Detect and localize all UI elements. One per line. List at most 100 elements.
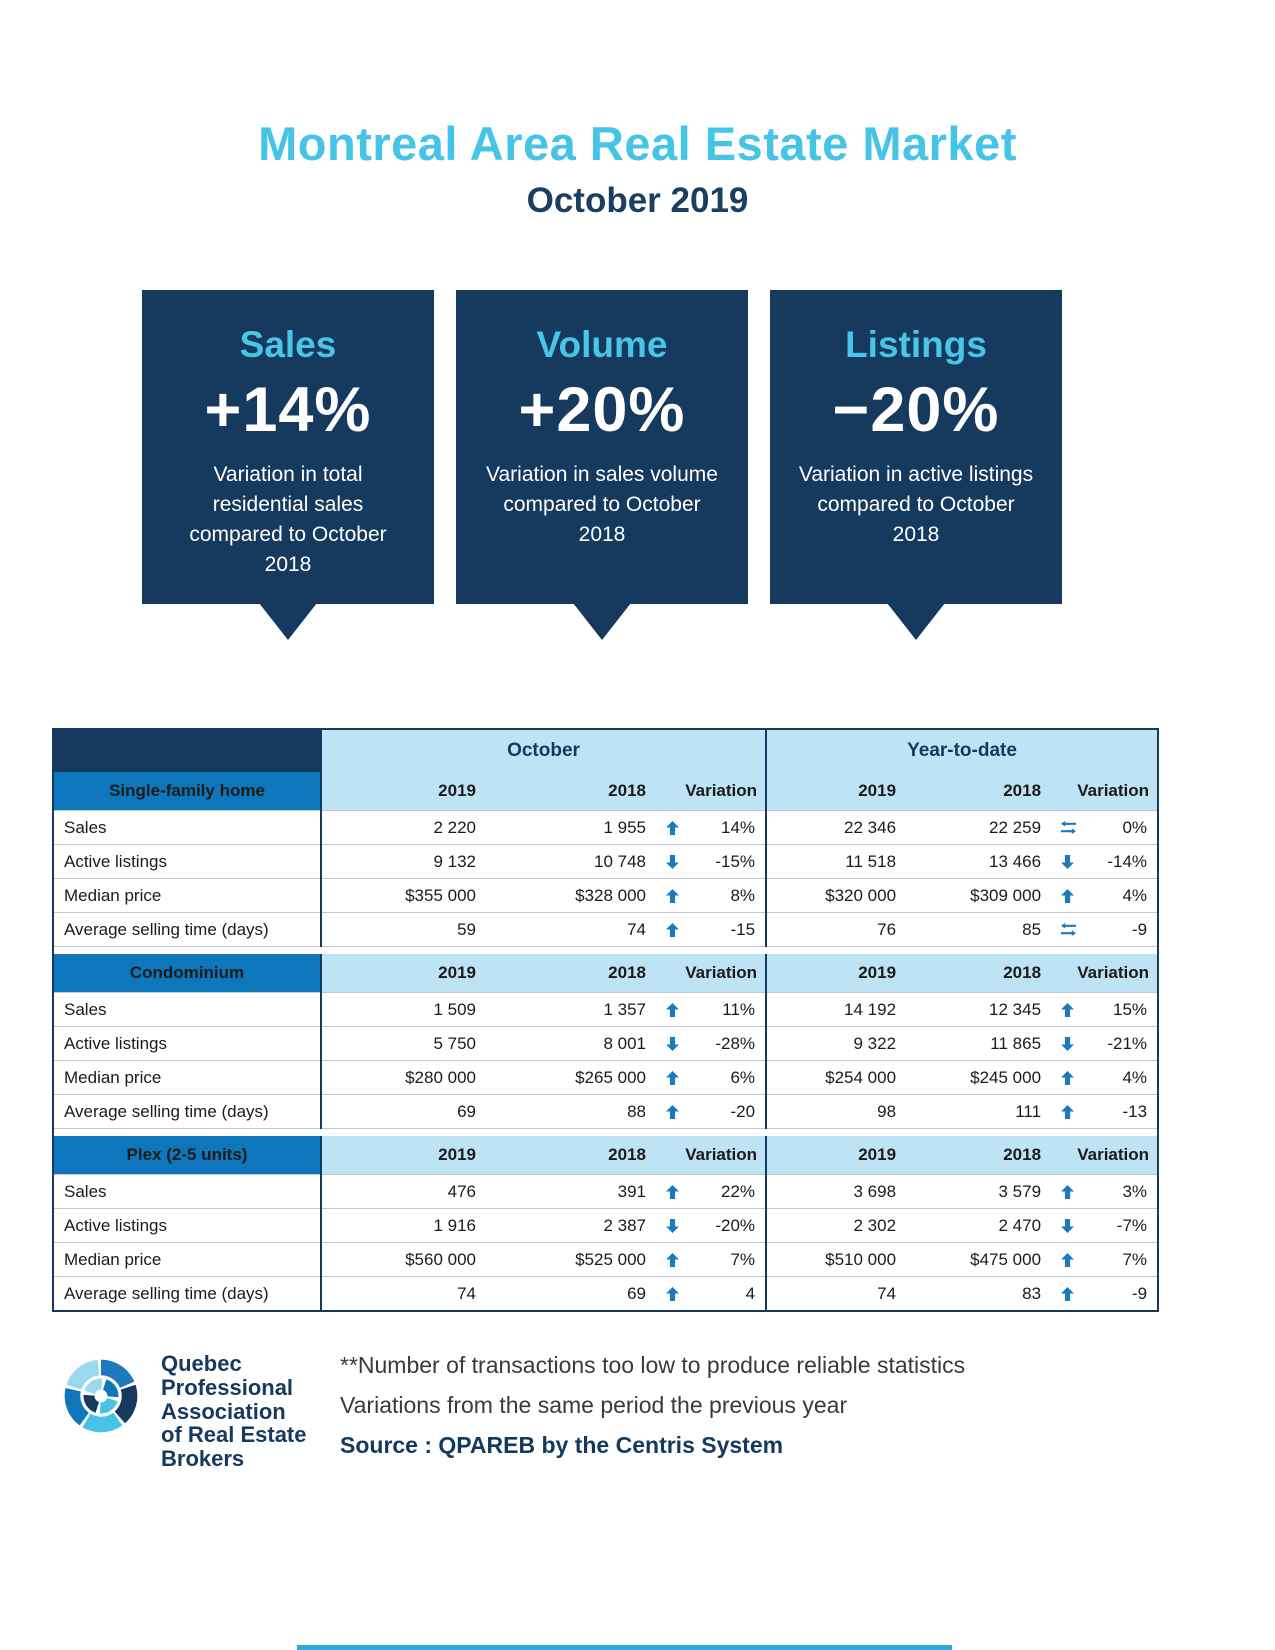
variation-value: -9: [1131, 919, 1148, 939]
value-2018: 11 865: [906, 1026, 1052, 1061]
value-2018: $245 000: [906, 1060, 1052, 1095]
row-label: Sales: [53, 992, 321, 1027]
variation-cell: -21%: [1051, 1026, 1159, 1061]
table-row: Median price $280 000 $265 000 6% $254 000 $2…: [53, 1060, 1159, 1095]
variation-cell: -15%: [656, 844, 767, 879]
variation-cell: -14%: [1051, 844, 1159, 879]
variation-value: 11%: [722, 999, 756, 1019]
variation-value: 15%: [1113, 999, 1148, 1019]
callout-sales: Sales +14% Variation in total residentia…: [142, 290, 434, 641]
value-2019: 59: [320, 912, 486, 947]
value-2018: 2 470: [906, 1208, 1052, 1243]
value-2018: $328 000: [486, 878, 656, 913]
value-2019: $560 000: [320, 1242, 486, 1277]
column-header-october-2019: 2019: [320, 772, 486, 811]
value-2019: $355 000: [320, 878, 486, 913]
table-row: Median price $355 000 $328 000 8% $320 000 $3…: [53, 878, 1159, 913]
value-2018: 83: [906, 1276, 1052, 1312]
up-arrow-icon: [1061, 1104, 1074, 1119]
group-header-year-to-date: Year-to-date: [765, 729, 1159, 772]
org-name-line: of Real Estate: [161, 1422, 307, 1448]
variation-cell: 7%: [1051, 1242, 1159, 1277]
value-2018: 3 579: [906, 1174, 1052, 1209]
page-footer: Quebec Professional Association of Real …: [55, 1350, 307, 1471]
column-header-ytd-2018: 2018: [906, 772, 1052, 811]
row-label: Median price: [53, 878, 321, 913]
section-header-row: Condominium 2019 2018 Variation 2019 2018 Vari…: [53, 954, 1159, 993]
org-name-line: Professional: [161, 1374, 294, 1400]
variation-value: -7%: [1116, 1215, 1148, 1235]
row-label: Average selling time (days): [53, 1276, 321, 1312]
variation-value: -20: [730, 1101, 756, 1121]
callout-volume: Volume +20% Variation in sales volume co…: [456, 290, 748, 641]
variation-cell: 4%: [1051, 878, 1159, 913]
value-2019: 98: [765, 1094, 907, 1129]
variation-cell: -15: [656, 912, 767, 947]
value-2018: 74: [486, 912, 656, 947]
variation-cell: 22%: [656, 1174, 767, 1209]
up-arrow-icon: [1061, 888, 1074, 903]
variation-value: 8%: [730, 885, 756, 905]
value-2019: 76: [765, 912, 907, 947]
section-title: Condominium: [53, 954, 321, 993]
page-header: Montreal Area Real Estate Market October…: [0, 0, 1275, 221]
value-2019: 14 192: [765, 992, 907, 1027]
section-header-row: Single-family home 2019 2018 Variation 2019 2…: [53, 772, 1159, 811]
variation-value: -21%: [1107, 1033, 1148, 1053]
down-arrow-icon: [666, 854, 679, 869]
group-header-october: October: [319, 729, 767, 772]
table-row: Average selling time (days) 59 74 -15 76 85 -9: [53, 912, 1159, 947]
up-arrow-icon: [666, 1002, 679, 1017]
variation-value: 0%: [1122, 817, 1148, 837]
table-row: Active listings 5 750 8 001 -28% 9 322 11 865…: [53, 1026, 1159, 1061]
page-subtitle: October 2019: [526, 181, 749, 220]
variation-cell: 14%: [656, 810, 767, 845]
value-2018: 391: [486, 1174, 656, 1209]
variation-cell: 6%: [656, 1060, 767, 1095]
value-2018: 22 259: [906, 810, 1052, 845]
page-title: Montreal Area Real Estate Market: [258, 117, 1017, 170]
variation-cell: -7%: [1051, 1208, 1159, 1243]
up-arrow-icon: [666, 820, 679, 835]
value-2018: 2 387: [486, 1208, 656, 1243]
value-2019: 74: [765, 1276, 907, 1312]
variation-cell: -20%: [656, 1208, 767, 1243]
callout-volume-value: +20%: [518, 375, 686, 445]
org-name-line: Quebec: [161, 1351, 242, 1376]
value-2019: 74: [320, 1276, 486, 1312]
up-arrow-icon: [666, 1070, 679, 1085]
variation-value: -14%: [1107, 851, 1148, 871]
value-2019: 11 518: [765, 844, 907, 879]
callout-sales-value: +14%: [204, 375, 372, 445]
up-arrow-icon: [1061, 1002, 1074, 1017]
value-2018: 1 955: [486, 810, 656, 845]
table-row: Active listings 1 916 2 387 -20% 2 302 2 470 -…: [53, 1208, 1159, 1243]
variation-cell: -28%: [656, 1026, 767, 1061]
callout-listings: Listings −20% Variation in active listin…: [770, 290, 1062, 641]
down-arrow-icon: [666, 1218, 679, 1233]
column-header-october-variation: Variation: [656, 1136, 767, 1175]
callout-sales-title: Sales: [239, 324, 337, 365]
value-2019: 3 698: [765, 1174, 907, 1209]
organization-name: Quebec Professional Association of Real …: [161, 1350, 307, 1471]
variation-value: -20%: [715, 1215, 756, 1235]
variation-value: 4%: [1122, 1067, 1148, 1087]
table-row: Average selling time (days) 69 88 -20 98 111 -…: [53, 1094, 1159, 1129]
variation-value: 3%: [1122, 1181, 1148, 1201]
value-2019: $320 000: [765, 878, 907, 913]
table-row: Sales 2 220 1 955 14% 22 346 22 259 0%: [53, 810, 1159, 845]
variation-cell: 4%: [1051, 1060, 1159, 1095]
up-arrow-icon: [1061, 1070, 1074, 1085]
column-header-ytd-2018: 2018: [906, 954, 1052, 993]
table-row: Average selling time (days) 74 69 4 74 83 -9: [53, 1276, 1159, 1312]
table-row: Median price $560 000 $525 000 7% $510 000 $4…: [53, 1242, 1159, 1277]
row-label: Active listings: [53, 844, 321, 879]
down-arrow-icon: [1061, 1218, 1074, 1233]
value-2019: $280 000: [320, 1060, 486, 1095]
value-2018: 88: [486, 1094, 656, 1129]
value-2018: $475 000: [906, 1242, 1052, 1277]
column-header-ytd-variation: Variation: [1051, 772, 1159, 811]
value-2019: 2 302: [765, 1208, 907, 1243]
row-label: Median price: [53, 1242, 321, 1277]
up-arrow-icon: [1061, 1184, 1074, 1199]
